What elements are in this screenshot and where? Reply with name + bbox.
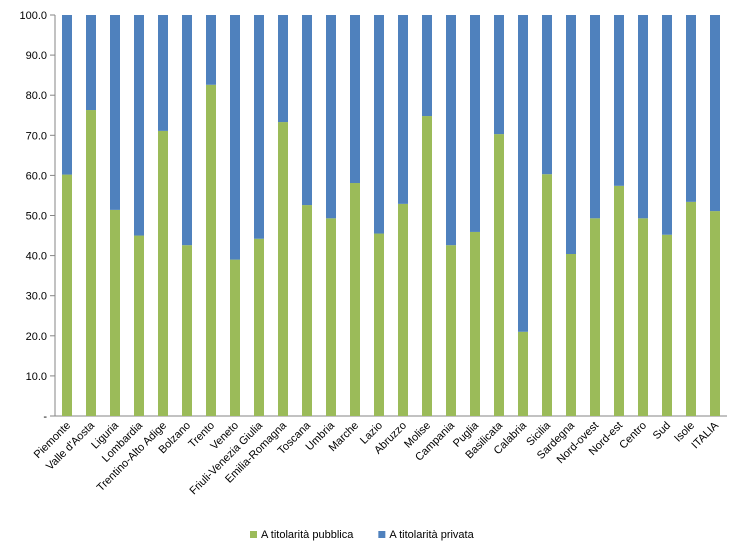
legend-label: A titolarità pubblica <box>261 529 354 541</box>
bar-segment <box>470 231 480 416</box>
bar-segment <box>710 211 720 416</box>
y-tick-label: 30.0 <box>26 291 47 303</box>
bar-segment <box>350 183 360 416</box>
bar-segment <box>182 15 192 246</box>
bar-segment <box>686 15 696 202</box>
bar-segment <box>662 234 672 416</box>
bar-segment <box>518 331 528 416</box>
bar-segment <box>134 235 144 416</box>
bar-segment <box>182 245 192 416</box>
bar-segment <box>446 15 456 246</box>
bar-segment <box>86 15 96 111</box>
x-tick-label: Centro <box>617 420 649 452</box>
bar-segment <box>206 84 216 417</box>
bar-segment <box>110 15 120 210</box>
bar-segment <box>206 15 216 85</box>
bar-segment <box>62 15 72 175</box>
bar-segment <box>614 15 624 186</box>
y-tick-label: 80.0 <box>26 90 47 102</box>
bar-segment <box>422 15 432 117</box>
legend-swatch <box>250 531 257 538</box>
bar-segment <box>134 15 144 236</box>
bar-segment <box>302 15 312 206</box>
bar-segment <box>614 185 624 416</box>
bar-segment <box>398 203 408 416</box>
bar-segment <box>518 15 528 332</box>
y-tick-label: 40.0 <box>26 251 47 263</box>
y-tick-label: 60.0 <box>26 170 47 182</box>
bar-segment <box>62 174 72 416</box>
bar-segment <box>230 15 240 260</box>
bar-segment <box>86 110 96 417</box>
y-tick-label: 10.0 <box>26 371 47 383</box>
bar-segment <box>230 259 240 416</box>
bar-segment <box>542 15 552 175</box>
bar-segment <box>494 134 504 417</box>
bar-segment <box>590 218 600 416</box>
bar-segment <box>302 205 312 416</box>
bar-segment <box>590 15 600 219</box>
bar-segment <box>374 233 384 416</box>
bar-segment <box>566 15 576 254</box>
bar-segment <box>566 253 576 416</box>
bar-segment <box>374 15 384 234</box>
bar-segment <box>158 15 168 131</box>
bar-segment <box>326 15 336 219</box>
bar-segment <box>638 15 648 219</box>
bar-segment <box>158 130 168 416</box>
bar-segment <box>686 201 696 416</box>
y-tick-label: 90.0 <box>26 50 47 62</box>
bar-segment <box>278 122 288 416</box>
legend-swatch <box>378 531 386 538</box>
bar-segment <box>542 174 552 416</box>
bar-segment <box>278 15 288 123</box>
bar-segment <box>446 245 456 416</box>
bar-segment <box>470 15 480 232</box>
y-tick-label: 70.0 <box>26 130 47 142</box>
y-tick-label: 20.0 <box>26 331 47 343</box>
y-tick-label: 50.0 <box>26 211 47 223</box>
bar-segment <box>254 238 264 416</box>
y-tick-label: - <box>43 411 47 423</box>
bar-segment <box>494 15 504 135</box>
bar-segment <box>254 15 264 239</box>
y-tick-label: 100.0 <box>19 10 47 22</box>
legend-label: A titolarità privata <box>389 529 474 541</box>
bar-segment <box>638 218 648 416</box>
bar-segment <box>422 116 432 416</box>
x-tick-label: ITALIA <box>689 419 721 451</box>
bar-segment <box>326 218 336 416</box>
bar-segment <box>398 15 408 204</box>
bar-segment <box>710 15 720 212</box>
bar-segment <box>350 15 360 184</box>
bar-segment <box>110 209 120 416</box>
x-tick-label: Sud <box>651 420 673 442</box>
bar-segment <box>662 15 672 235</box>
